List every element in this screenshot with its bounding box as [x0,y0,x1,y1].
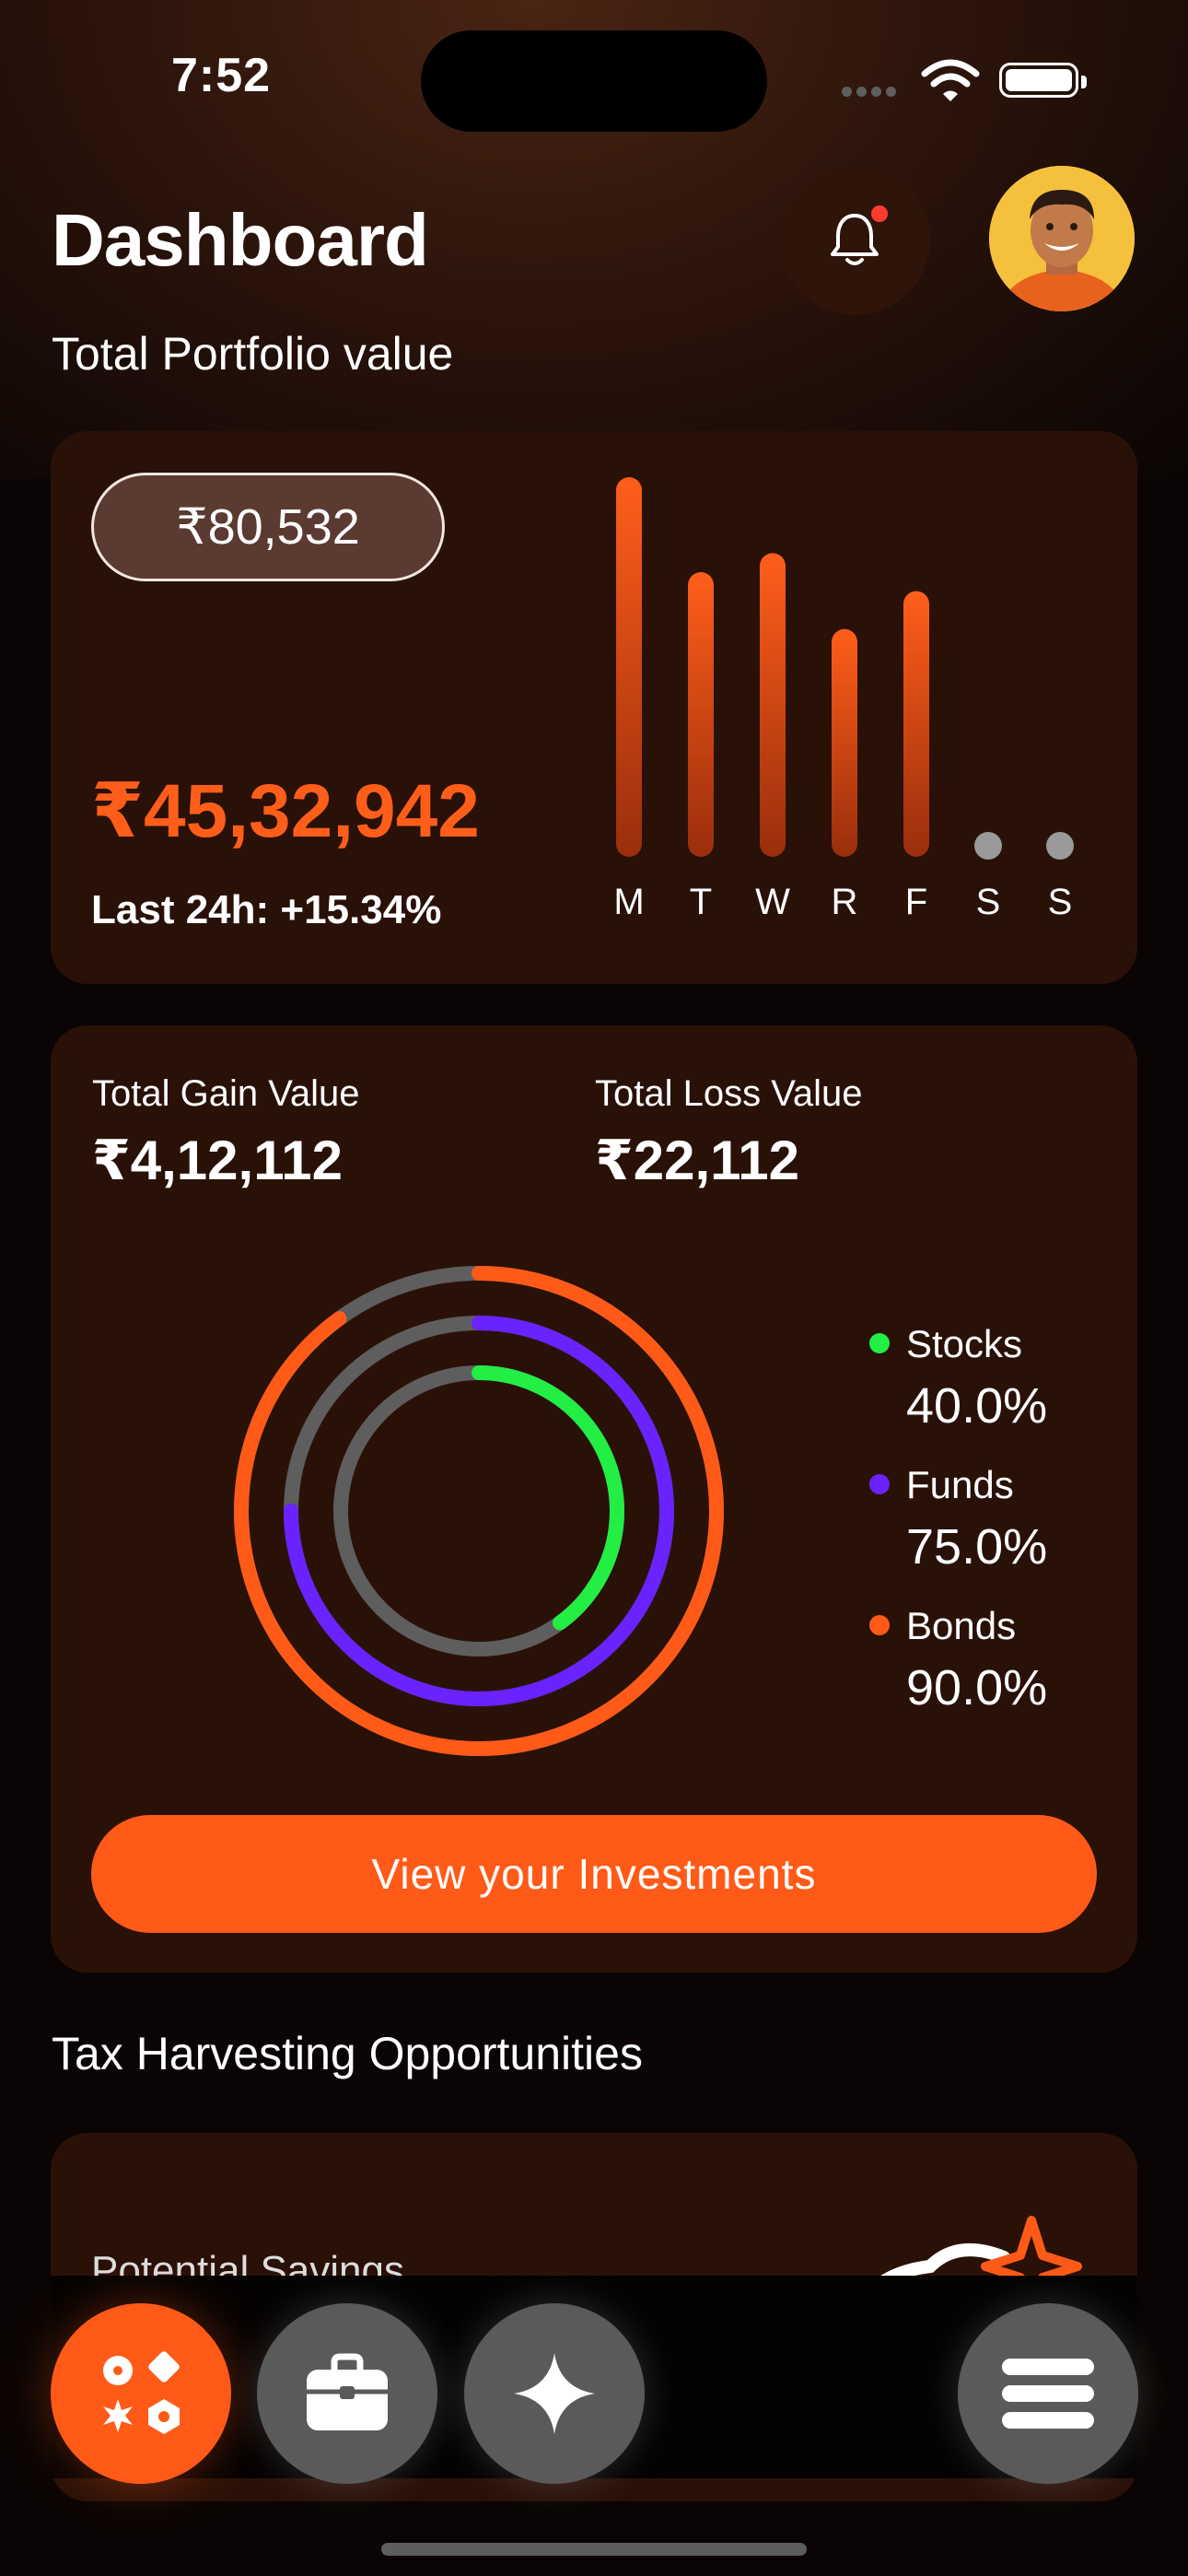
legend-percent: 40.0% [906,1378,1048,1434]
tax-section-title: Tax Harvesting Opportunities [52,2028,643,2079]
legend-dot [869,1474,890,1494]
legend-dot [869,1333,890,1353]
portfolio-pill-value[interactable]: ₹80,532 [91,473,445,581]
bar-label-2: W [755,882,790,922]
status-bar: 7:52 [0,0,1188,157]
home-indicator[interactable] [381,2543,807,2556]
nav-menu-button[interactable] [958,2303,1138,2484]
portfolio-subtitle: Total Portfolio value [52,328,454,380]
legend-percent: 75.0% [906,1519,1048,1575]
cellular-signal-icon [842,85,901,101]
gain-value: ₹4,12,112 [92,1130,343,1191]
bar-2 [760,553,786,857]
total-portfolio-value: ₹45,32,942 [91,769,480,853]
notifications-button[interactable] [779,164,930,315]
legend-dot [869,1615,890,1635]
bar-4 [903,591,929,857]
loss-label: Total Loss Value [595,1073,863,1114]
briefcase-icon [307,2353,388,2430]
bar-label-0: M [613,882,644,922]
status-time: 7:52 [171,49,272,102]
bar-3 [832,628,857,857]
nav-home-button[interactable] [51,2303,231,2484]
bar-0 [616,477,642,857]
bar-label-5: S [976,882,1001,922]
page-title: Dashboard [52,199,429,281]
profile-photo [989,166,1135,311]
battery-icon [999,63,1087,98]
ring-arc-funds [284,1316,674,1706]
legend-name: Stocks [906,1322,1023,1365]
bar-empty-6 [1046,832,1074,860]
nav-ai-button[interactable] [464,2303,645,2484]
sparkle-icon [514,2353,595,2434]
nav-portfolio-button[interactable] [257,2303,437,2484]
gain-label: Total Gain Value [92,1073,360,1114]
ring-arc-stocks [333,1365,624,1657]
bar-label-4: F [905,882,927,922]
avatar[interactable] [989,166,1135,311]
bar-1 [688,572,714,857]
bar-label-3: R [832,882,858,922]
legend-name: Bonds [906,1604,1017,1647]
legend-percent: 90.0% [906,1660,1048,1715]
portfolio-card: ₹80,532 ₹45,32,942 Last 24h: +15.34% M T W… [51,431,1137,984]
legend-name: Funds [906,1463,1014,1506]
bell-icon [831,214,879,265]
wifi-icon [921,59,980,101]
bar-label-6: S [1048,882,1073,922]
allocation-rings-chart [234,1266,724,1756]
allocation-card [51,1025,1137,1973]
notification-badge [871,205,888,222]
change-24h: Last 24h: +15.34% [91,887,442,932]
bar-label-1: T [690,882,712,922]
ring-arc-bonds [234,1266,724,1756]
menu-icon [1002,2359,1094,2429]
view-investments-button[interactable]: View your Investments [91,1815,1097,1933]
bar-empty-5 [974,832,1002,860]
loss-value: ₹22,112 [595,1130,799,1191]
apps-grid-icon [103,2351,180,2434]
dynamic-island [421,30,767,132]
